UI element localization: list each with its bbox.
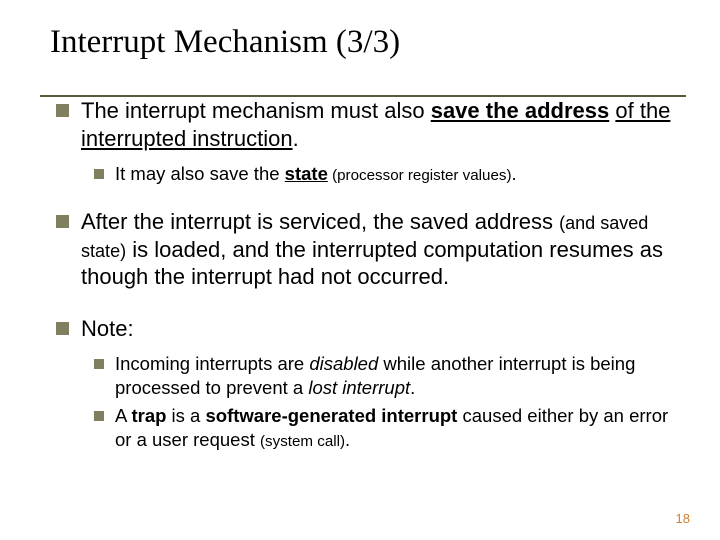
- text-run: A: [115, 405, 131, 426]
- bullet-text: It may also save the state (processor re…: [115, 162, 678, 186]
- slide-title: Interrupt Mechanism (3/3): [50, 24, 682, 67]
- bullet-marker-icon: [94, 169, 104, 179]
- text-run: Incoming interrupts are: [115, 353, 309, 374]
- bullet-text: After the interrupt is serviced, the sav…: [81, 208, 678, 291]
- text-run: It may also save the: [115, 163, 285, 184]
- text-run-bold-underline: save the address: [431, 98, 610, 123]
- bullet-l1: Note:: [56, 315, 678, 343]
- bullet-marker-icon: [56, 215, 69, 228]
- bullet-marker-icon: [56, 104, 69, 117]
- bullet-l1: The interrupt mechanism must also save t…: [56, 97, 678, 152]
- text-run-bold-underline: state: [285, 163, 328, 184]
- text-run: is loaded, and the interrupted computati…: [81, 237, 663, 290]
- bullet-marker-icon: [94, 359, 104, 369]
- text-run-small: (processor register values): [328, 167, 512, 184]
- bullet-marker-icon: [56, 322, 69, 335]
- bullet-text: The interrupt mechanism must also save t…: [81, 97, 678, 152]
- text-run-italic: lost interrupt: [308, 377, 410, 398]
- text-run: The interrupt mechanism must also: [81, 98, 431, 123]
- bullet-l1: After the interrupt is serviced, the sav…: [56, 208, 678, 291]
- text-run: .: [293, 126, 299, 151]
- text-run: .: [345, 429, 350, 450]
- bullet-marker-icon: [94, 411, 104, 421]
- text-run-italic: disabled: [309, 353, 378, 374]
- text-run-small: (system call): [260, 433, 345, 450]
- text-run: After the interrupt is serviced, the sav…: [81, 209, 559, 234]
- text-run: .: [512, 163, 517, 184]
- text-run: .: [410, 377, 415, 398]
- slide-content: The interrupt mechanism must also save t…: [50, 97, 682, 452]
- bullet-l2: A trap is a software-generated interrupt…: [94, 404, 678, 452]
- bullet-text: A trap is a software-generated interrupt…: [115, 404, 678, 452]
- bullet-l2: Incoming interrupts are disabled while a…: [94, 352, 678, 400]
- page-number: 18: [676, 511, 690, 526]
- slide: Interrupt Mechanism (3/3) The interrupt …: [0, 0, 720, 540]
- text-run-bold: software-generated interrupt: [206, 405, 458, 426]
- bullet-l2: It may also save the state (processor re…: [94, 162, 678, 186]
- bullet-text: Incoming interrupts are disabled while a…: [115, 352, 678, 400]
- bullet-text: Note:: [81, 315, 678, 343]
- text-run: is a: [166, 405, 205, 426]
- text-run-bold: trap: [131, 405, 166, 426]
